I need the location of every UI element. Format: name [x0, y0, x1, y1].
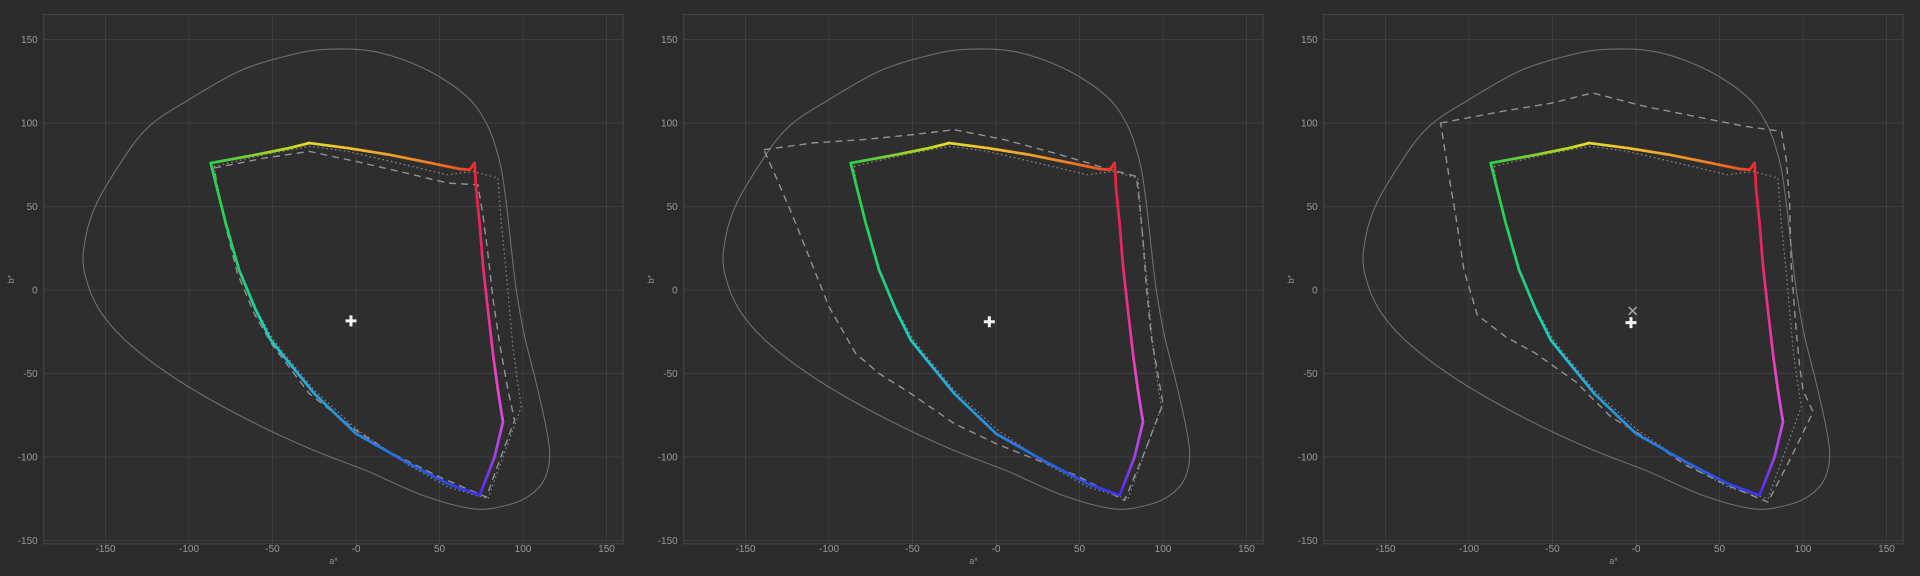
- y-tick-label: 150: [1301, 35, 1318, 46]
- x-tick-label: 50: [1714, 544, 1726, 555]
- gamut-panel-1: -150 -100 -50 -0 50 100 150 150 100 50 0 -50 -100 -15…: [0, 0, 640, 576]
- y-tick-label: -150: [1298, 536, 1318, 547]
- y-tick-label: 150: [21, 35, 38, 46]
- x-tick-label: -0: [992, 544, 1001, 555]
- measured-gamut-path: [209, 141, 505, 497]
- y-tick-label: -100: [1298, 453, 1318, 464]
- x-tick-label: -150: [95, 544, 115, 555]
- x-tick-label: 100: [515, 544, 532, 555]
- measured-gamut-segment: [209, 161, 213, 168]
- y-tick-label: -150: [18, 536, 38, 547]
- y-axis-title: b*: [1286, 274, 1296, 283]
- tick-labels: -150 -100 -50 -0 50 100 150 150 100 50 0 -50 -100 -15…: [18, 35, 616, 555]
- measured-gamut-path: [1489, 141, 1785, 497]
- grid-lines: [683, 14, 1264, 544]
- x-tick-label: 100: [1155, 544, 1172, 555]
- grid-lines: [43, 14, 624, 544]
- x-tick-label: 150: [598, 544, 615, 555]
- y-tick-label: 0: [1312, 286, 1318, 297]
- reference-gamut-dashed-outline: [1439, 92, 1814, 503]
- y-tick-label: 50: [27, 202, 39, 213]
- x-axis-title: a*: [969, 556, 978, 566]
- white-point-plus-marker: [1625, 317, 1637, 329]
- x-tick-label: -0: [1632, 544, 1641, 555]
- spectral-locus-outline: [1362, 48, 1831, 510]
- measured-gamut-path: [849, 141, 1145, 497]
- spectral-locus-outline: [82, 48, 551, 510]
- measured-gamut-segment: [849, 161, 853, 168]
- y-tick-label: 0: [672, 286, 678, 297]
- x-tick-label: -50: [265, 544, 280, 555]
- x-tick-label: 100: [1795, 544, 1812, 555]
- y-tick-label: -100: [658, 453, 678, 464]
- y-tick-label: 0: [32, 286, 38, 297]
- x-axis-title: a*: [1609, 556, 1618, 566]
- plot-area: [1323, 13, 1904, 545]
- x-tick-label: 150: [1878, 544, 1895, 555]
- y-tick-label: -150: [658, 536, 678, 547]
- x-axis-title: a*: [329, 556, 338, 566]
- middle-gamut-chart-svg: -150 -100 -50 -0 50 100 150 150 100 50 0 -50 -100 -15…: [646, 13, 1264, 566]
- x-tick-label: 50: [1074, 544, 1086, 555]
- y-tick-label: 100: [1301, 119, 1318, 130]
- x-tick-label: -100: [179, 544, 199, 555]
- x-tick-label: -0: [352, 544, 361, 555]
- right-gamut-chart-svg: -150 -100 -50 -0 50 100 150 150 100 50 0 -50 -100 -15…: [1286, 13, 1904, 566]
- y-axis-title: b*: [6, 274, 16, 283]
- x-tick-label: -50: [905, 544, 920, 555]
- gamut-panel-3: -150 -100 -50 -0 50 100 150 150 100 50 0 -50 -100 -15…: [1280, 0, 1920, 576]
- reference-gamut-dashed-outline: [762, 128, 1164, 502]
- measured-gamut-segment: [1489, 161, 1493, 168]
- y-tick-label: 50: [667, 202, 679, 213]
- y-tick-label: 100: [21, 119, 38, 130]
- x-tick-label: -150: [1375, 544, 1395, 555]
- white-point-plus-marker: [983, 316, 995, 328]
- y-tick-label: -50: [23, 369, 38, 380]
- y-tick-label: 50: [1307, 202, 1319, 213]
- reference-gamut-dashed-outline: [213, 150, 516, 499]
- target-cross-marker: [1628, 306, 1638, 316]
- x-tick-label: -50: [1545, 544, 1560, 555]
- x-tick-label: 50: [434, 544, 446, 555]
- tick-labels: -150 -100 -50 -0 50 100 150 150 100 50 0 -50 -100 -15…: [1298, 35, 1896, 555]
- y-tick-label: 100: [661, 119, 678, 130]
- gamut-panel-2: -150 -100 -50 -0 50 100 150 150 100 50 0 -50 -100 -15…: [640, 0, 1280, 576]
- y-tick-label: -50: [1303, 369, 1318, 380]
- x-tick-label: 150: [1238, 544, 1255, 555]
- white-point-plus-marker: [345, 315, 357, 327]
- plot-area: [43, 13, 624, 545]
- y-tick-label: -50: [663, 369, 678, 380]
- x-tick-label: -100: [1459, 544, 1479, 555]
- y-tick-label: 150: [661, 35, 678, 46]
- x-tick-label: -150: [735, 544, 755, 555]
- spectral-locus-outline: [722, 48, 1191, 510]
- tick-labels: -150 -100 -50 -0 50 100 150 150 100 50 0 -50 -100 -15…: [658, 35, 1256, 555]
- plot-area: [683, 13, 1264, 545]
- left-gamut-chart-svg: -150 -100 -50 -0 50 100 150 150 100 50 0 -50 -100 -15…: [6, 13, 624, 566]
- x-tick-label: -100: [819, 544, 839, 555]
- y-axis-title: b*: [646, 274, 656, 283]
- y-tick-label: -100: [18, 453, 38, 464]
